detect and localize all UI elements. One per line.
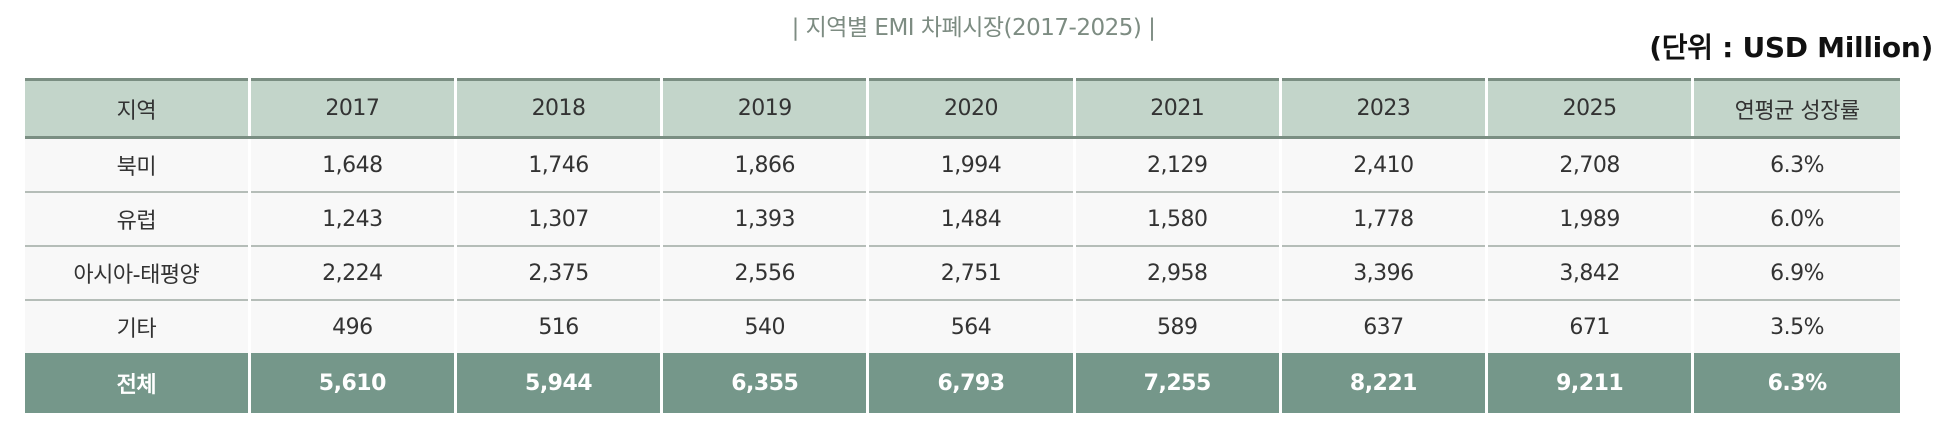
value-cell: 540 [660,300,870,353]
region-cell: 유럽 [25,192,251,247]
value-cell: 2,751 [866,246,1076,301]
value-cell: 2,556 [660,246,870,301]
value-cell: 1,580 [1072,192,1282,247]
value-cell: 3,396 [1278,246,1489,301]
value-cell: 2,375 [453,246,664,301]
unit-label: (단위 : USD Million) [1649,31,1933,64]
value-cell: 671 [1485,300,1695,353]
total-value-cell: 6,355 [660,353,870,413]
header-year: 2023 [1278,78,1489,139]
header-cagr: 연평균 성장률 [1691,78,1900,139]
value-cell: 564 [866,300,1076,353]
table-row: 유럽 1,243 1,307 1,393 1,484 1,580 1,778 1… [25,192,1900,247]
value-cell: 1,484 [866,192,1076,247]
total-value-cell: 7,255 [1072,353,1282,413]
header-region: 지역 [25,78,251,139]
cagr-cell: 6.0% [1691,192,1900,247]
cagr-cell: 3.5% [1691,300,1900,353]
table-row: 북미 1,648 1,746 1,866 1,994 2,129 2,410 2… [25,137,1900,193]
value-cell: 2,410 [1278,137,1489,193]
total-label: 전체 [25,353,251,413]
value-cell: 1,778 [1278,192,1489,247]
chart-title: | 지역별 EMI 차폐시장(2017-2025) | [791,15,1156,41]
value-cell: 1,866 [660,137,870,193]
value-cell: 1,307 [453,192,664,247]
total-value-cell: 5,610 [247,353,457,413]
value-cell: 516 [453,300,664,353]
value-cell: 2,958 [1072,246,1282,301]
region-cell: 기타 [25,300,251,353]
header-year: 2019 [660,78,870,139]
value-cell: 1,243 [247,192,457,247]
header-year: 2025 [1485,78,1695,139]
value-cell: 2,224 [247,246,457,301]
cagr-cell: 6.9% [1691,246,1900,301]
region-cell: 북미 [25,137,251,193]
value-cell: 637 [1278,300,1489,353]
market-table: 지역 2017 2018 2019 2020 2021 2023 2025 연평… [25,78,1900,413]
value-cell: 2,129 [1072,137,1282,193]
total-row: 전체 5,610 5,944 6,355 6,793 7,255 8,221 9… [25,353,1900,413]
table-row: 기타 496 516 540 564 589 637 671 3.5% [25,300,1900,353]
total-value-cell: 5,944 [453,353,664,413]
header-year: 2021 [1072,78,1282,139]
total-cagr-cell: 6.3% [1691,353,1900,413]
region-cell: 아시아-태평양 [25,246,251,301]
cagr-cell: 6.3% [1691,137,1900,193]
header-year: 2018 [453,78,664,139]
value-cell: 1,393 [660,192,870,247]
header-year: 2020 [866,78,1076,139]
total-value-cell: 9,211 [1485,353,1695,413]
value-cell: 589 [1072,300,1282,353]
value-cell: 3,842 [1485,246,1695,301]
value-cell: 1,746 [453,137,664,193]
value-cell: 1,648 [247,137,457,193]
value-cell: 1,989 [1485,192,1695,247]
total-value-cell: 8,221 [1278,353,1489,413]
value-cell: 1,994 [866,137,1076,193]
table-row: 아시아-태평양 2,224 2,375 2,556 2,751 2,958 3,… [25,246,1900,301]
value-cell: 496 [247,300,457,353]
total-value-cell: 6,793 [866,353,1076,413]
value-cell: 2,708 [1485,137,1695,193]
header-row: 지역 2017 2018 2019 2020 2021 2023 2025 연평… [25,78,1900,139]
header-year: 2017 [247,78,457,139]
